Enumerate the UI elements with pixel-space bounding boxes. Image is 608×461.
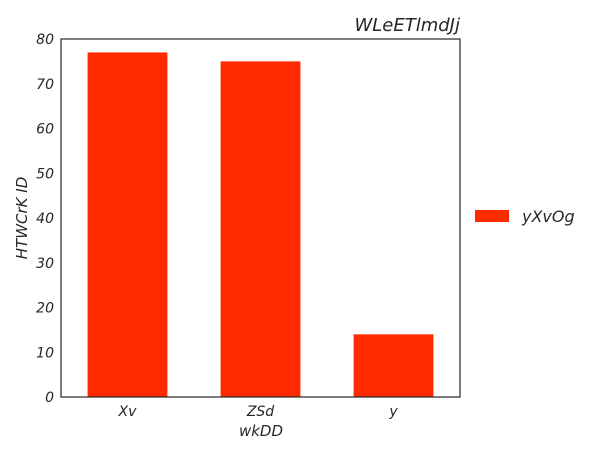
x-axis-label: wkDD [239,422,283,440]
y-tick-label: 70 [36,77,54,93]
y-tick-label: 30 [36,256,54,272]
y-axis-label: HTWCrK ID [13,177,31,260]
y-tick-label: 10 [36,345,54,361]
bars-layer [87,52,434,398]
x-axis-ticks: Xv ZSd y [118,404,399,420]
y-tick-label: 60 [36,122,54,138]
y-tick-label: 40 [36,211,54,227]
bar-y [353,334,434,397]
y-tick-label: 80 [36,32,54,48]
legend-swatch [475,210,509,222]
y-tick-label: 20 [36,301,54,317]
y-axis-ticks: 0 10 20 30 40 50 60 70 80 [36,32,54,406]
plot-area-frame [60,38,461,398]
x-tick-label: y [388,404,398,420]
bar-zsd [220,61,301,397]
legend-label-yxvog: yXvOg [521,207,575,226]
y-tick-label: 0 [45,390,54,406]
x-tick-label: Xv [118,404,138,420]
y-tick-label: 50 [36,166,54,182]
legend: yXvOg [475,207,575,226]
chart-title: WLeETlmdJj [354,15,460,36]
bar-xv [87,52,168,398]
x-tick-label: ZSd [246,404,274,420]
